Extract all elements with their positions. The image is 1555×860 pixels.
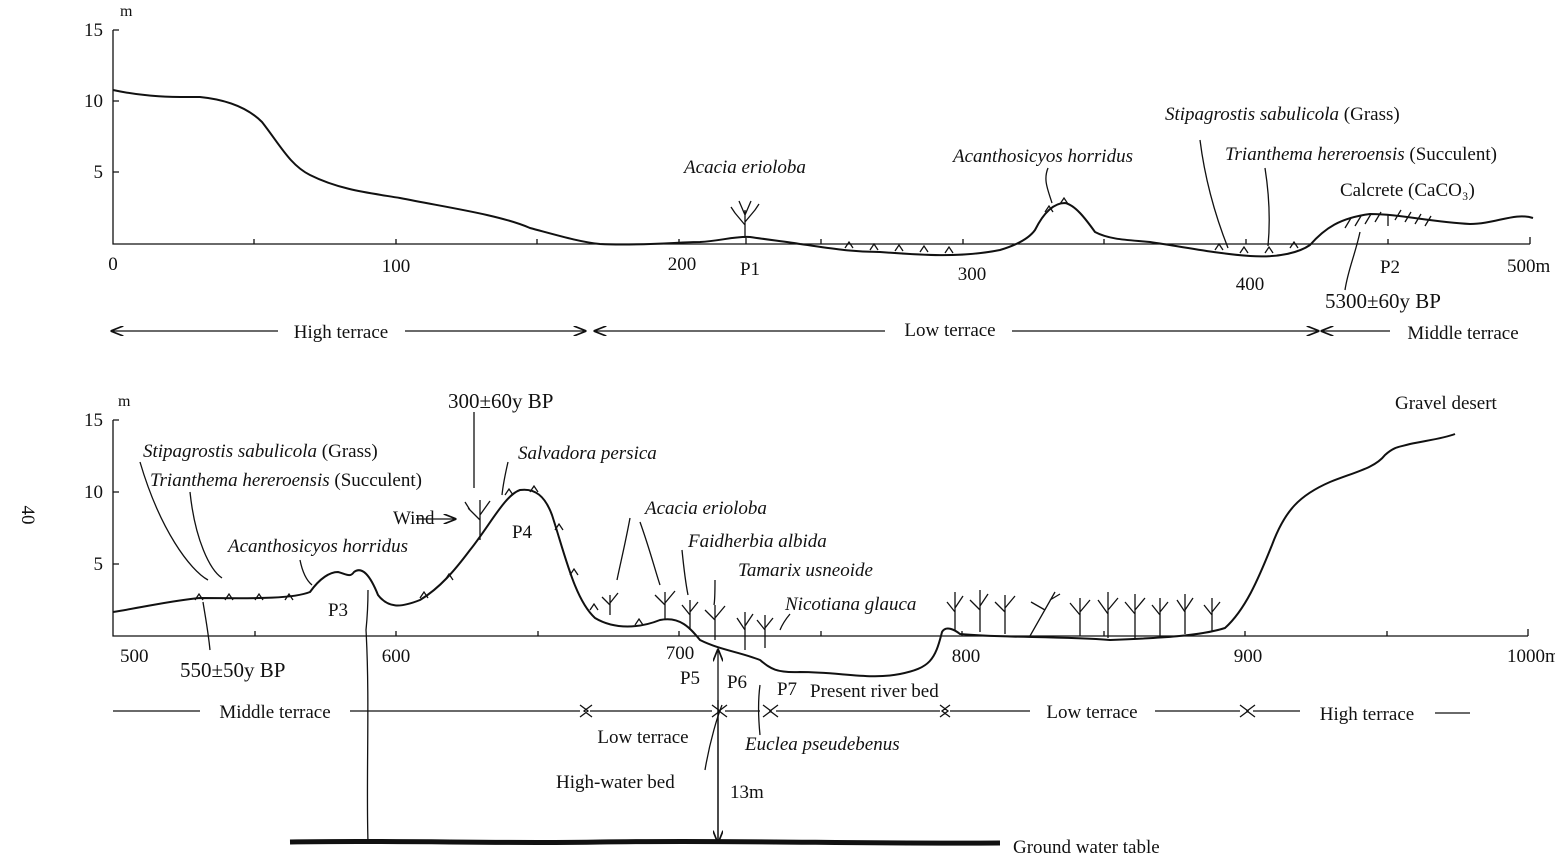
calcrete-hatching bbox=[1345, 210, 1431, 228]
y-unit: m bbox=[118, 393, 131, 410]
zone-label: Middle terrace bbox=[1407, 323, 1518, 344]
page: 40 0 100 200 300 400 500m 15 10 5 m Acac… bbox=[0, 0, 1555, 860]
zone-label: High terrace bbox=[294, 322, 388, 343]
plant-label: Acanthosicyos horridus bbox=[226, 536, 408, 557]
x-tick-label: 300 bbox=[958, 264, 987, 285]
y-unit: m bbox=[120, 3, 133, 20]
plant-form: (Succulent) bbox=[1409, 144, 1497, 165]
ground-water-table bbox=[290, 841, 1000, 843]
plant-form: (Succulent) bbox=[334, 470, 422, 491]
point-label: P2 bbox=[1380, 257, 1400, 278]
zone-label: High terrace bbox=[1320, 704, 1414, 725]
high-water-bed-label: High-water bed bbox=[556, 772, 675, 793]
x-tick-label: 500 bbox=[120, 646, 149, 667]
plant-label: Euclea pseudebenus bbox=[744, 734, 900, 755]
y-tick-label: 5 bbox=[94, 162, 104, 183]
ground-water-label: Ground water table bbox=[1013, 837, 1160, 858]
zone-label: Low terrace bbox=[1046, 702, 1137, 723]
gravel-desert-label: Gravel desert bbox=[1395, 393, 1498, 414]
date-label: 550±50y BP bbox=[180, 658, 285, 682]
river-bed-label: Present river bed bbox=[810, 681, 939, 702]
plant-label: Acacia erioloba bbox=[643, 498, 767, 519]
plant-label: Acanthosicyos horridus bbox=[951, 146, 1133, 167]
plant-label: Salvadora persica bbox=[518, 443, 657, 464]
calcrete-label: Calcrete (CaCO₃) bbox=[1340, 180, 1475, 201]
plant-name: Trianthema hereroensis bbox=[150, 470, 330, 491]
plant-label: Stipagrostis sabulicola (Grass) bbox=[1165, 104, 1400, 125]
date-label: 300±60y BP bbox=[448, 389, 553, 413]
plant-form: (Grass) bbox=[322, 441, 378, 462]
plant-label: Faidherbia albida bbox=[687, 531, 827, 552]
y-tick-label: 15 bbox=[84, 410, 103, 431]
high-water-pointer bbox=[705, 705, 722, 770]
x-tick-label: 700 bbox=[666, 643, 695, 664]
zone-label: Low terrace bbox=[904, 320, 995, 341]
upper-profile: 0 100 200 300 400 500m 15 10 5 m Acacia … bbox=[84, 3, 1551, 344]
y-tick-label: 15 bbox=[84, 20, 103, 41]
x-tick-label: 1000m bbox=[1507, 646, 1555, 667]
axes bbox=[113, 30, 1530, 244]
point-label: P7 bbox=[777, 679, 797, 700]
plant-name: Stipagrostis sabulicola bbox=[143, 441, 317, 462]
point-label: P4 bbox=[512, 522, 533, 543]
page-number: 40 bbox=[17, 506, 38, 525]
depth-label: 13m bbox=[730, 782, 764, 803]
plant-name: Trianthema hereroensis bbox=[1225, 144, 1405, 165]
root-line bbox=[366, 590, 368, 842]
point-label: P3 bbox=[328, 600, 348, 621]
plant-form: (Grass) bbox=[1344, 104, 1400, 125]
x-tick-label: 800 bbox=[952, 646, 981, 667]
point-label: P6 bbox=[727, 672, 747, 693]
x-tick-label: 0 bbox=[108, 254, 118, 275]
date-label: 5300±60y BP bbox=[1325, 289, 1441, 313]
plant-label: Tamarix usneoide bbox=[738, 560, 873, 581]
zone-label: Middle terrace bbox=[219, 702, 330, 723]
y-tick-label: 10 bbox=[84, 482, 103, 503]
wind-label: Wind bbox=[393, 508, 435, 529]
x-tick-label: 200 bbox=[668, 254, 697, 275]
x-tick-label: 500m bbox=[1507, 256, 1551, 277]
point-label: P5 bbox=[680, 668, 700, 689]
lower-profile: 500 600 700 800 900 1000m 15 10 5 m Stip… bbox=[84, 389, 1555, 858]
y-tick-label: 10 bbox=[84, 91, 103, 112]
pointer-lines bbox=[759, 685, 761, 735]
plant-label: Trianthema hereroensis (Succulent) bbox=[150, 470, 422, 491]
zone-label: Low terrace bbox=[597, 727, 688, 748]
plant-label: Trianthema hereroensis (Succulent) bbox=[1225, 144, 1497, 165]
x-tick-label: 600 bbox=[382, 646, 411, 667]
plant-label: Acacia erioloba bbox=[682, 157, 806, 178]
diagram: 40 0 100 200 300 400 500m 15 10 5 m Acac… bbox=[0, 0, 1555, 860]
x-tick-label: 100 bbox=[382, 256, 411, 277]
point-label: P1 bbox=[740, 259, 760, 280]
plant-name: Stipagrostis sabulicola bbox=[1165, 104, 1339, 125]
x-tick-label: 400 bbox=[1236, 274, 1265, 295]
x-tick-label: 900 bbox=[1234, 646, 1263, 667]
y-tick-label: 5 bbox=[94, 554, 104, 575]
plant-label: Nicotiana glauca bbox=[784, 594, 916, 615]
plant-label: Stipagrostis sabulicola (Grass) bbox=[143, 441, 378, 462]
